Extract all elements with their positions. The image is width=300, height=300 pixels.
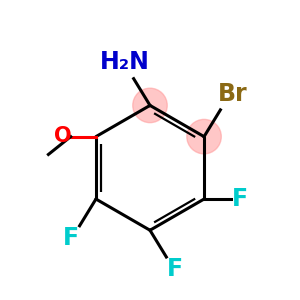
Text: F: F: [167, 257, 183, 281]
Text: F: F: [232, 187, 248, 211]
Text: O: O: [54, 126, 72, 146]
Circle shape: [187, 119, 221, 154]
Circle shape: [133, 88, 167, 123]
Text: F: F: [63, 226, 79, 250]
Text: Br: Br: [218, 82, 247, 106]
Text: H₂N: H₂N: [100, 50, 150, 74]
